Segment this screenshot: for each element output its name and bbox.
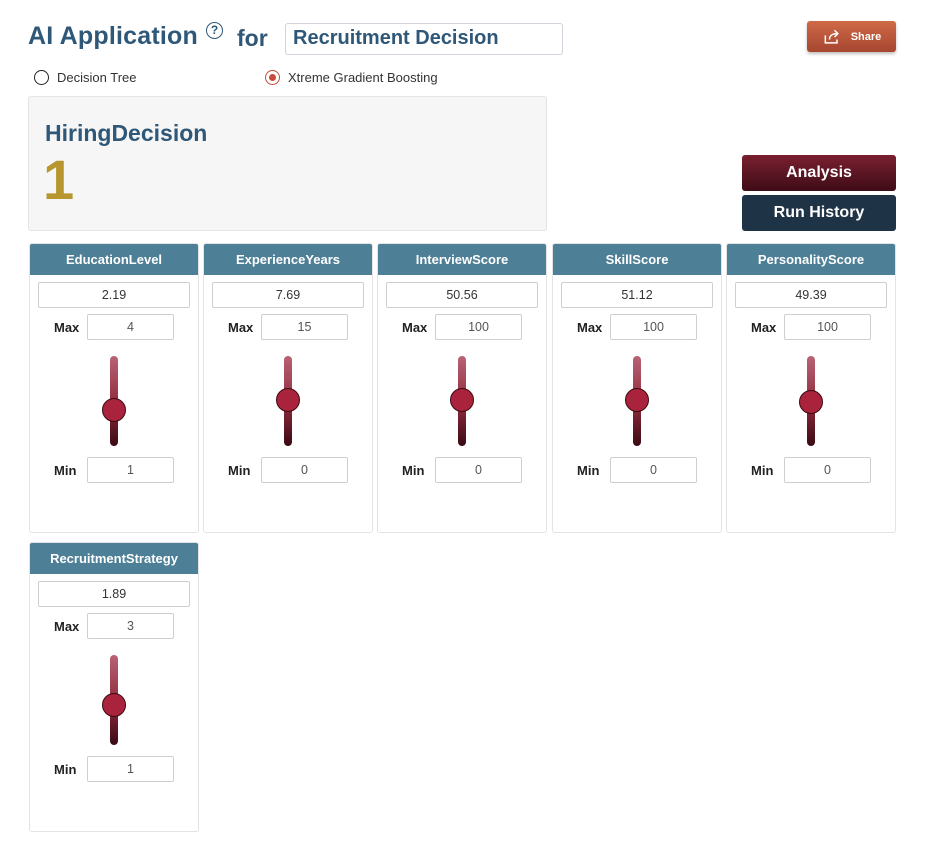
min-input[interactable]: 1 [87,457,174,483]
variable-value-input[interactable]: 50.56 [386,282,538,308]
analysis-button[interactable]: Analysis [742,155,896,191]
value-slider[interactable] [102,655,126,745]
model-option-decision-tree[interactable]: Decision Tree [34,70,136,85]
radio-decision-tree[interactable] [34,70,49,85]
min-label: Min [751,463,774,478]
variable-name: EducationLevel [30,244,198,275]
slider-thumb[interactable] [450,388,474,412]
slider-thumb[interactable] [276,388,300,412]
max-label: Max [402,320,428,335]
max-input[interactable]: 100 [435,314,522,340]
variable-card: PersonalityScore 49.39 Max 100 Min 0 [726,243,896,533]
result-value: 1 [43,148,75,211]
value-slider[interactable] [102,356,126,446]
help-icon[interactable]: ? [206,22,223,39]
variable-name: ExperienceYears [204,244,372,275]
for-label: for [237,25,268,51]
variable-name: InterviewScore [378,244,546,275]
max-label: Max [54,619,80,634]
min-label: Min [402,463,425,478]
result-card: HiringDecision 1 [28,96,547,231]
share-button[interactable]: Share [807,21,896,52]
min-label: Min [54,463,77,478]
variable-card: InterviewScore 50.56 Max 100 Min 0 [377,243,547,533]
min-input[interactable]: 0 [784,457,871,483]
value-slider[interactable] [276,356,300,446]
slider-thumb[interactable] [625,388,649,412]
max-label: Max [54,320,80,335]
variable-value-input[interactable]: 1.89 [38,581,190,607]
variable-card: RecruitmentStrategy 1.89 Max 3 Min 1 [29,542,199,832]
model-option-xgboost[interactable]: Xtreme Gradient Boosting [265,70,438,85]
max-input[interactable]: 3 [87,613,174,639]
run-history-button[interactable]: Run History [742,195,896,231]
variable-value-input[interactable]: 51.12 [561,282,713,308]
variable-value-input[interactable]: 7.69 [212,282,364,308]
slider-thumb[interactable] [102,693,126,717]
result-label: HiringDecision [45,120,208,146]
min-label: Min [577,463,600,478]
max-input[interactable]: 4 [87,314,174,340]
variable-card: ExperienceYears 7.69 Max 15 Min 0 [203,243,373,533]
variable-name: PersonalityScore [727,244,895,275]
min-input[interactable]: 0 [435,457,522,483]
value-slider[interactable] [799,356,823,446]
max-input[interactable]: 100 [610,314,697,340]
share-icon [824,29,839,44]
max-label: Max [228,320,254,335]
max-label: Max [577,320,603,335]
min-input[interactable]: 0 [261,457,348,483]
min-input[interactable]: 1 [87,756,174,782]
max-input[interactable]: 100 [784,314,871,340]
value-slider[interactable] [450,356,474,446]
model-label-decision-tree: Decision Tree [57,70,137,85]
slider-thumb[interactable] [102,398,126,422]
value-slider[interactable] [625,356,649,446]
variable-name: RecruitmentStrategy [30,543,198,574]
variable-name: SkillScore [553,244,721,275]
variable-value-input[interactable]: 2.19 [38,282,190,308]
variable-card: SkillScore 51.12 Max 100 Min 0 [552,243,722,533]
variable-card: EducationLevel 2.19 Max 4 Min 1 [29,243,199,533]
max-label: Max [751,320,777,335]
model-label-xgboost: Xtreme Gradient Boosting [288,70,438,85]
max-input[interactable]: 15 [261,314,348,340]
slider-thumb[interactable] [799,390,823,414]
min-label: Min [54,762,77,777]
min-input[interactable]: 0 [610,457,697,483]
app-name-input[interactable]: Recruitment Decision [285,23,563,55]
radio-xgboost[interactable] [265,70,280,85]
page-title: AI Application [28,22,198,50]
share-label: Share [850,30,882,43]
min-label: Min [228,463,251,478]
variable-value-input[interactable]: 49.39 [735,282,887,308]
